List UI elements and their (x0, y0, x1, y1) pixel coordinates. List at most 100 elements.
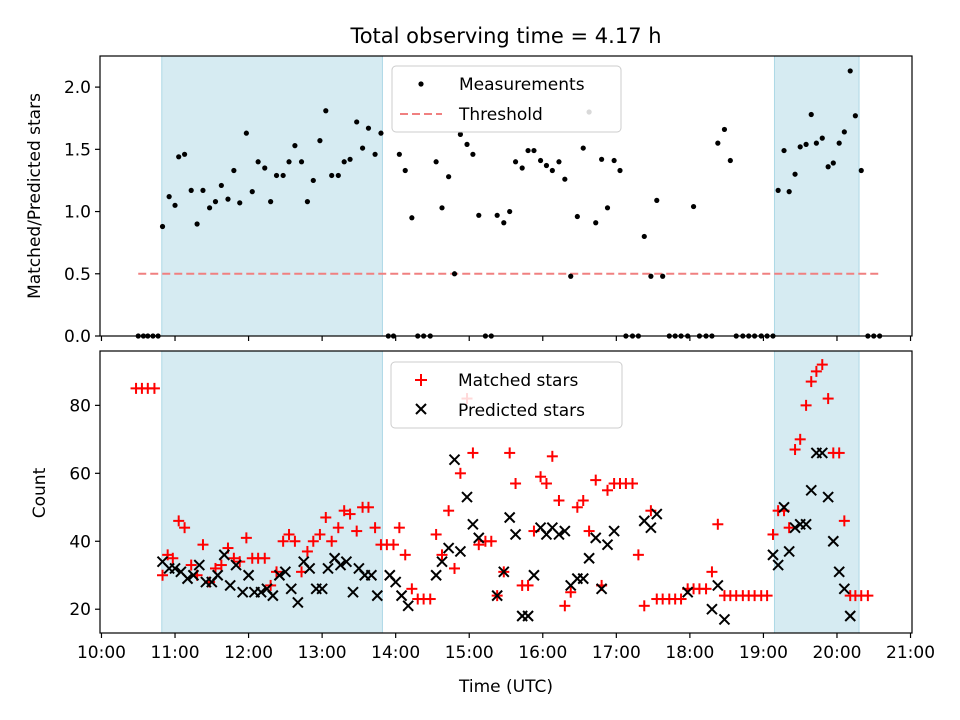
matched-star-point (510, 478, 522, 490)
matched-star-point (675, 593, 687, 605)
matched-star-point (326, 535, 338, 547)
predicted-star-point (181, 572, 194, 585)
predicted-star-point (827, 535, 840, 547)
matched-star-point (399, 549, 411, 561)
measurement-point (341, 159, 347, 165)
predicted-star-point (292, 596, 304, 609)
shaded-region (161, 55, 383, 337)
predicted-star-point (577, 572, 589, 585)
measurement-point (841, 129, 847, 135)
predicted-star-point (316, 583, 328, 595)
predicted-star-point (503, 511, 516, 524)
measurement-point (611, 157, 617, 164)
matched-star-point (783, 522, 795, 534)
measurement-point (803, 141, 809, 147)
top-panel: Total observing time = 4.17 h 0.0 0.5 1.0 1… (25, 24, 913, 347)
matched-star-point (307, 535, 319, 547)
predicted-star-point (789, 521, 801, 534)
measurement-point (858, 167, 864, 174)
matched-star-point (179, 522, 191, 534)
predicted-star-point (193, 559, 206, 571)
matched-star-point (215, 559, 227, 571)
measurement-point (660, 273, 666, 279)
matched-star-point (559, 600, 571, 612)
predicted-star-point (467, 518, 479, 530)
matched-star-point (240, 532, 252, 544)
matched-star-point (283, 528, 295, 540)
matched-star-point (351, 525, 363, 537)
matched-star-point (157, 569, 169, 581)
predicted-star-point (347, 586, 359, 598)
predicted-star-point (712, 579, 724, 592)
matched-star-point (583, 525, 595, 537)
measurement-point (836, 140, 842, 146)
predicted-star-point (608, 525, 620, 537)
predicted-star-point (491, 589, 503, 602)
measurement-point (792, 171, 798, 177)
bottom-y-ticks: 20 40 60 80 (69, 396, 100, 620)
measurement-point (176, 154, 182, 160)
measurement-point (562, 176, 568, 182)
predicted-star-point (822, 491, 834, 503)
measurement-point (323, 108, 329, 114)
x-tick-label: 20:00 (812, 643, 861, 663)
measurement-point (262, 165, 268, 171)
y-tick-label: 20 (69, 600, 91, 620)
measurement-point (775, 187, 781, 193)
measurement-point (359, 145, 366, 151)
predicted-star-point (651, 508, 663, 520)
matched-star-point (712, 518, 724, 530)
predicted-star-point (816, 447, 828, 459)
bottom-x-ticks: 10:00 11:00 12:00 13:00 14:00 15:00 16:00 17:00… (77, 633, 935, 663)
matched-star-point (467, 447, 479, 459)
measurement-point (825, 164, 831, 170)
measurement-point (641, 233, 647, 240)
predicted-star-point (430, 569, 442, 581)
bottom-y-axis-label: Count (30, 467, 50, 518)
measurement-point (249, 189, 255, 195)
matched-star-point (424, 593, 436, 605)
measurement-point (451, 271, 458, 277)
predicted-star-point (509, 528, 522, 541)
predicted-star-point (211, 569, 224, 581)
measurement-point (476, 212, 482, 218)
y-tick-label: 1.5 (64, 140, 91, 160)
measurement-point (470, 151, 476, 157)
predicted-star-point (590, 532, 602, 544)
matched-star-point (577, 494, 589, 506)
predicted-star-point (805, 484, 817, 497)
top-x-ticks (100, 336, 912, 341)
matched-star-point (173, 515, 185, 527)
predicted-star-point (395, 589, 408, 602)
measurement-point (194, 221, 200, 227)
predicted-star-point (402, 600, 414, 612)
matched-star-point (571, 501, 583, 513)
measurement-point (494, 212, 500, 218)
matched-star-point (259, 552, 271, 564)
x-tick-label: 21:00 (886, 643, 935, 663)
predicted-star-point (285, 583, 297, 595)
predicted-star-point (772, 559, 784, 571)
measurement-point (286, 159, 292, 165)
measurement-point (200, 187, 206, 193)
matched-star-point (700, 583, 712, 595)
measurement-point (304, 199, 311, 205)
predicted-star-point (169, 562, 181, 575)
predicted-star-point (838, 583, 851, 595)
measurement-point (433, 159, 439, 165)
y-tick-label: 0.5 (64, 265, 91, 285)
predicted-star-point (783, 545, 795, 558)
measurement-point (830, 160, 836, 166)
measurement-point (457, 131, 463, 137)
measurement-point (396, 151, 402, 157)
measurement-point (402, 167, 408, 174)
top-y-axis-label: Matched/Predicted stars (25, 93, 45, 299)
measurement-point (237, 200, 243, 206)
matched-stars-points (130, 359, 874, 612)
predicted-star-point (303, 562, 316, 575)
matched-star-point (590, 474, 602, 486)
matched-star-point (443, 505, 455, 517)
predicted-star-point (273, 569, 286, 581)
matched-star-point (332, 522, 344, 534)
measurement-point (507, 208, 513, 215)
